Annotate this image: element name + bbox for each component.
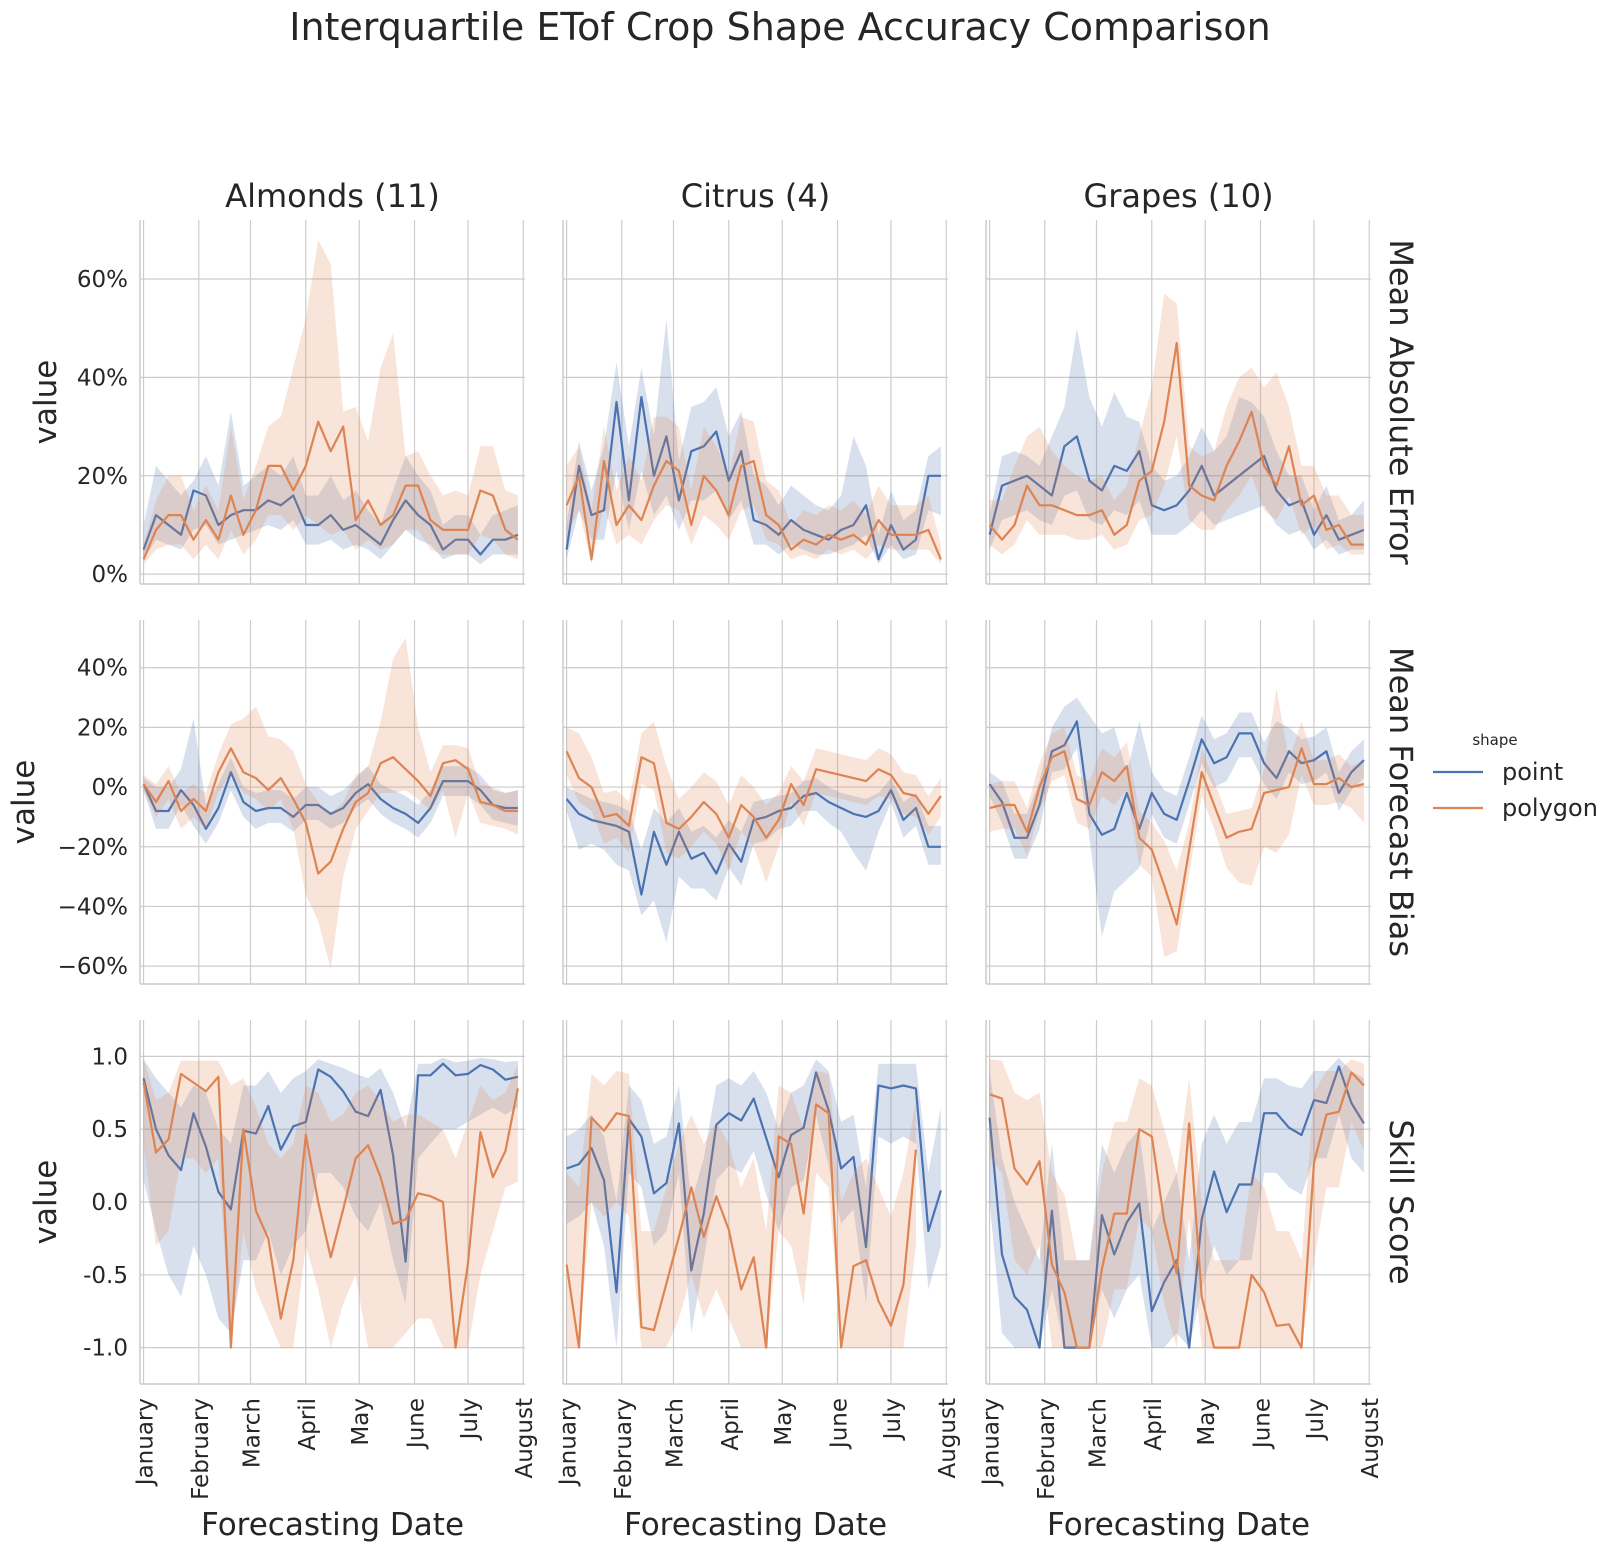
y-tick-label: 60% xyxy=(77,267,128,293)
y-tick-label: -1.0 xyxy=(83,1336,128,1362)
x-tick-label: May xyxy=(1194,1398,1220,1446)
x-tick-label: April xyxy=(1141,1398,1167,1451)
column-title: Almonds (11) xyxy=(225,177,440,215)
y-tick-label: 1.0 xyxy=(91,1044,128,1070)
band-polygon xyxy=(989,688,1364,958)
line-polygon xyxy=(989,747,1365,926)
band-polygon xyxy=(566,416,941,565)
y-tick-label: 40% xyxy=(77,656,128,682)
band-polygon xyxy=(566,721,941,883)
y-tick-label: -0.5 xyxy=(83,1263,128,1289)
panel-1-0: −60% −40% −20% 0% 20% 40% value xyxy=(6,620,525,985)
legend-label-polygon: polygon xyxy=(1502,794,1598,822)
band-point xyxy=(143,411,518,565)
line-polygon xyxy=(989,1071,1365,1349)
x-tick-label: April xyxy=(295,1398,321,1451)
band-polygon xyxy=(143,1059,518,1348)
band-point xyxy=(989,1057,1364,1348)
panel-0-2: Grapes (10) Mean Absolute Error xyxy=(985,177,1420,585)
x-tick-label: February xyxy=(611,1398,637,1500)
line-point xyxy=(565,396,941,561)
x-tick-label: March xyxy=(1086,1398,1112,1468)
y-axis-label: value xyxy=(28,360,64,445)
x-tick-label: August xyxy=(935,1398,961,1479)
legend-label-point: point xyxy=(1502,758,1563,786)
y-tick-label: 40% xyxy=(77,365,128,391)
y-tick-label: −20% xyxy=(58,835,128,861)
y-tick-label: 0.0 xyxy=(91,1190,128,1216)
x-tick-label: July xyxy=(1303,1398,1329,1441)
x-tick-label: January xyxy=(979,1398,1005,1487)
line-point xyxy=(565,789,941,896)
x-tick-label: January xyxy=(556,1398,582,1487)
row-title: Mean Absolute Error xyxy=(1382,239,1420,565)
x-tick-label: March xyxy=(663,1398,689,1468)
line-point xyxy=(988,720,1365,839)
y-tick-label: −40% xyxy=(58,894,128,920)
band-point xyxy=(566,1059,941,1348)
x-tick-label: August xyxy=(1358,1398,1384,1479)
column-title: Citrus (4) xyxy=(681,177,830,215)
panel-0-0: 0% 20% 40% 60% value Almonds (11) xyxy=(28,177,525,588)
line-polygon xyxy=(142,1072,519,1349)
y-tick-label: 0% xyxy=(92,775,129,801)
y-axis-label: value xyxy=(6,760,42,845)
x-tick-label: February xyxy=(1034,1398,1060,1500)
y-tick-label: 0% xyxy=(92,562,129,588)
x-tick-label: July xyxy=(457,1398,483,1441)
band-polygon xyxy=(566,1071,916,1348)
panel-2-1: January February March April May June July Augu… xyxy=(556,1020,961,1543)
x-tick-label: August xyxy=(512,1398,538,1479)
x-axis-label: Forecasting Date xyxy=(624,1507,887,1543)
line-polygon xyxy=(142,420,519,560)
line-polygon xyxy=(988,341,1364,546)
x-axis-label: Forecasting Date xyxy=(1047,1507,1310,1543)
line-point xyxy=(142,489,519,556)
y-tick-label: −60% xyxy=(58,954,128,980)
x-tick-label: April xyxy=(718,1398,744,1451)
x-tick-label: July xyxy=(880,1398,906,1441)
row-title: Mean Forecast Bias xyxy=(1382,647,1420,957)
band-point xyxy=(989,328,1364,555)
line-polygon xyxy=(565,1103,917,1349)
y-axis-label: value xyxy=(28,1160,64,1245)
panel-2-0: -1.0 -0.5 0.0 0.5 1.0 value January February Mar… xyxy=(28,1020,538,1543)
x-tick-label: June xyxy=(403,1398,429,1450)
band-polygon xyxy=(989,293,1364,555)
row-title: Skill Score xyxy=(1382,1119,1420,1284)
band-polygon xyxy=(989,1059,1364,1348)
y-tick-label: 0.5 xyxy=(91,1117,128,1143)
legend-title: shape xyxy=(1472,731,1517,749)
band-polygon xyxy=(143,637,518,970)
x-tick-label: May xyxy=(771,1398,797,1446)
y-tick-label: 20% xyxy=(77,464,128,490)
line-polygon xyxy=(565,459,942,561)
column-title: Grapes (10) xyxy=(1083,177,1273,215)
band-point xyxy=(566,778,941,943)
x-tick-label: June xyxy=(826,1398,852,1450)
band-polygon xyxy=(143,239,518,565)
line-point xyxy=(142,771,518,830)
line-polygon xyxy=(142,747,518,875)
legend: shape point polygon xyxy=(1433,731,1598,822)
x-tick-label: January xyxy=(133,1398,159,1487)
y-tick-label: 20% xyxy=(77,715,128,741)
panel-1-2: Mean Forecast Bias xyxy=(985,620,1420,985)
band-point xyxy=(566,318,941,565)
line-polygon xyxy=(565,750,942,839)
line-point xyxy=(142,1062,519,1263)
facet-grid: 0% 20% 40% 60% value Almonds (11) Citrus (4) Gr… xyxy=(6,177,1420,1543)
x-axis-label: Forecasting Date xyxy=(201,1507,464,1543)
figure-title: Interquartile ETof Crop Shape Accuracy C… xyxy=(289,5,1271,49)
band-point xyxy=(143,718,518,844)
x-tick-label: May xyxy=(348,1398,374,1446)
panel-2-2: Skill Score January February March April May J… xyxy=(979,1020,1420,1543)
panel-0-1: Citrus (4) xyxy=(562,177,948,585)
x-tick-label: June xyxy=(1249,1398,1275,1450)
x-tick-label: March xyxy=(240,1398,266,1468)
band-point xyxy=(143,1057,518,1333)
x-tick-label: February xyxy=(188,1398,214,1500)
panel-1-1 xyxy=(562,620,948,985)
